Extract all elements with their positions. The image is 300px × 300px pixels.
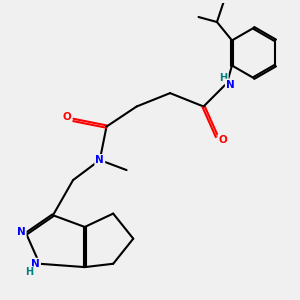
Text: N: N [95,155,104,165]
Text: O: O [219,135,227,145]
Text: N: N [226,80,235,90]
Text: H: H [25,267,33,277]
Text: N: N [31,259,40,269]
Text: O: O [63,112,71,122]
Text: H: H [220,73,228,83]
Text: N: N [17,227,26,237]
